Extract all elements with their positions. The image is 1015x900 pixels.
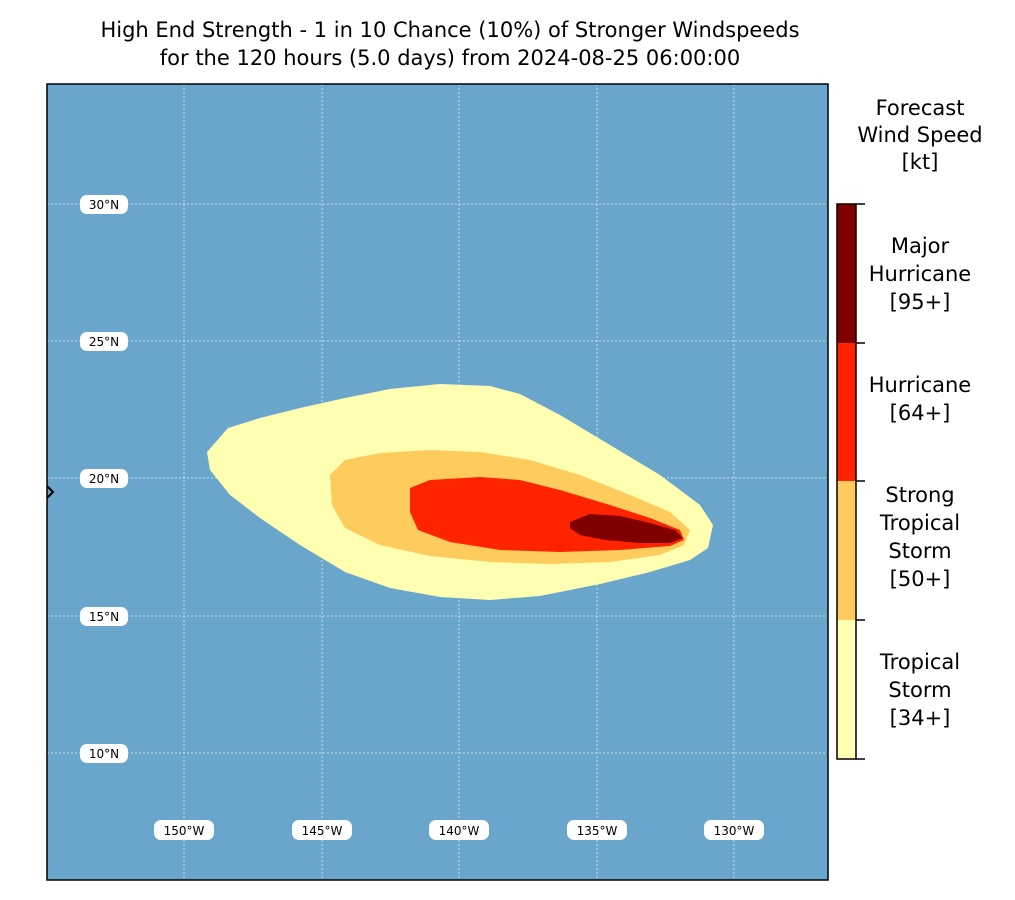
coastline-marker (46, 485, 55, 499)
colorbar-band-strong-tropical-storm (837, 481, 856, 620)
colorbar (836, 203, 865, 760)
lat-label-25: 25°N (89, 335, 119, 349)
colorbar-title-line: Forecast (875, 96, 965, 120)
lon-label-150: 150°W (164, 824, 205, 838)
colorbar-band-hurricane (837, 343, 856, 481)
lon-label-130: 130°W (714, 824, 755, 838)
colorbar-label-major-hurricane: Major Hurricane [95+] (868, 234, 972, 314)
colorbar-band-tropical-storm (837, 620, 856, 759)
lat-label-20: 20°N (89, 472, 119, 486)
lat-label-30: 30°N (89, 198, 119, 212)
colorbar-band-major-hurricane (837, 204, 856, 343)
colorbar-title: Forecast Wind Speed [kt] (830, 95, 1010, 176)
map-frame (46, 83, 829, 881)
lon-labels: 150°W 145°W 140°W 135°W 130°W (154, 820, 764, 840)
lat-label-15: 15°N (89, 610, 119, 624)
swath-major-hurricane (570, 514, 683, 543)
lat-label-10: 10°N (89, 747, 119, 761)
lon-label-145: 145°W (302, 824, 343, 838)
lon-label-135: 135°W (577, 824, 618, 838)
lat-labels: 30°N 25°N 20°N 15°N 10°N (80, 195, 128, 763)
colorbar-title-line: [kt] (901, 150, 939, 174)
chart-title-line1: High End Strength - 1 in 10 Chance (10%)… (100, 18, 800, 42)
lon-label-140: 140°W (439, 824, 480, 838)
colorbar-label-strong-tropical-storm: Strong Tropical Storm [50+] (879, 483, 961, 591)
chart-title-line2: for the 120 hours (5.0 days) from 2024-0… (159, 46, 741, 70)
colorbar-label-hurricane: Hurricane [64+] (868, 373, 972, 425)
colorbar-label-tropical-storm: Tropical Storm [34+] (879, 650, 961, 730)
colorbar-title-line: Wind Speed (857, 123, 983, 147)
